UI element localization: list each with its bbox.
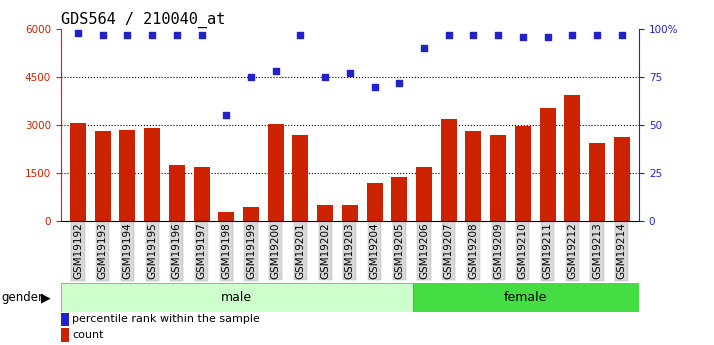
Bar <box>243 207 259 221</box>
Bar <box>391 177 407 221</box>
Point <box>221 113 232 118</box>
Bar <box>119 130 136 221</box>
Bar <box>413 283 639 312</box>
Point <box>246 75 257 80</box>
Bar <box>342 206 358 221</box>
Point <box>616 32 628 38</box>
Point <box>591 32 603 38</box>
Bar <box>366 183 383 221</box>
Point <box>270 69 281 74</box>
Bar <box>614 137 630 221</box>
Point <box>196 32 207 38</box>
Bar <box>61 283 413 312</box>
Bar <box>540 108 555 221</box>
Point <box>344 71 356 76</box>
Bar <box>515 126 531 221</box>
Point <box>121 32 133 38</box>
Bar <box>169 165 185 221</box>
Bar <box>95 131 111 221</box>
Bar <box>441 119 457 221</box>
Bar <box>218 212 234 221</box>
Text: gender: gender <box>1 291 44 304</box>
Text: female: female <box>504 291 548 304</box>
Text: GDS564 / 210040_at: GDS564 / 210040_at <box>61 12 225 28</box>
Point <box>369 84 381 90</box>
Bar <box>564 95 580 221</box>
Point <box>443 32 454 38</box>
Point <box>72 30 84 36</box>
Bar <box>268 125 283 221</box>
Bar <box>466 131 481 221</box>
Text: percentile rank within the sample: percentile rank within the sample <box>72 315 260 324</box>
Point <box>542 34 553 40</box>
Point <box>493 32 504 38</box>
Point <box>319 75 331 80</box>
Text: count: count <box>72 330 104 340</box>
Point <box>468 32 479 38</box>
Point <box>393 80 405 86</box>
Text: ▶: ▶ <box>41 291 50 304</box>
Point <box>146 32 158 38</box>
Text: male: male <box>221 291 252 304</box>
Bar <box>293 135 308 221</box>
Point <box>567 32 578 38</box>
Bar <box>193 167 210 221</box>
Bar <box>144 128 160 221</box>
Bar <box>416 167 432 221</box>
Bar <box>317 205 333 221</box>
Point <box>418 46 430 51</box>
Bar <box>589 142 605 221</box>
Bar <box>70 124 86 221</box>
Point <box>517 34 528 40</box>
Point <box>295 32 306 38</box>
Point <box>171 32 183 38</box>
Bar <box>490 135 506 221</box>
Point <box>97 32 109 38</box>
